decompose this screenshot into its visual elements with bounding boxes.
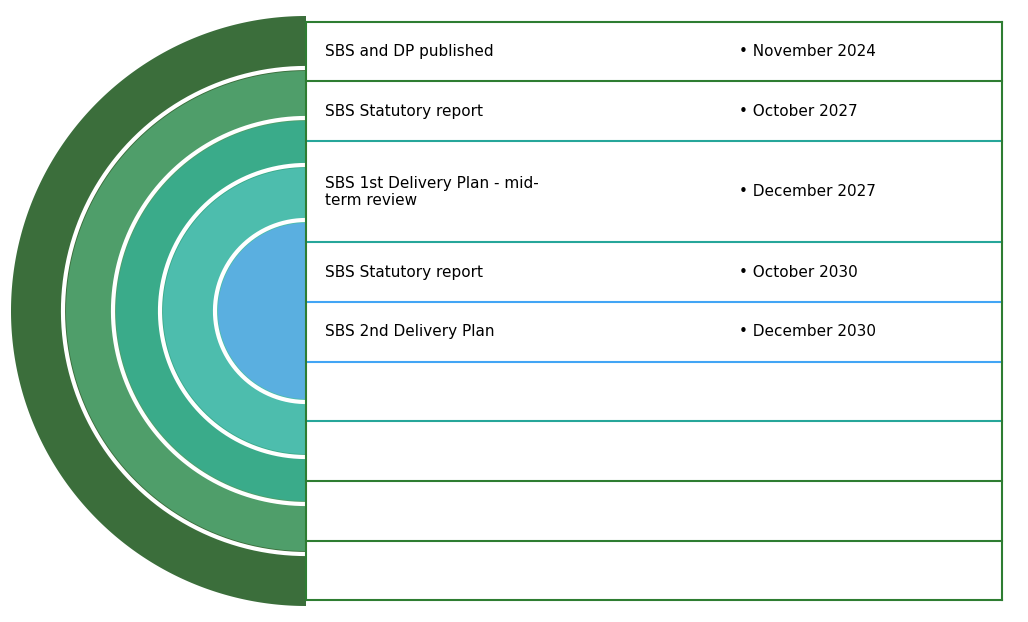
Bar	[306, 481, 1002, 541]
Bar	[306, 302, 1002, 361]
Bar	[306, 0, 1028, 622]
Bar	[306, 141, 1002, 243]
Polygon shape	[116, 121, 306, 501]
Bar	[306, 421, 1002, 481]
Polygon shape	[218, 223, 306, 399]
Bar	[306, 243, 1002, 302]
Text: SBS Statutory report: SBS Statutory report	[325, 265, 483, 280]
Text: SBS 2nd Delivery Plan: SBS 2nd Delivery Plan	[325, 324, 494, 340]
Text: • November 2024: • November 2024	[739, 44, 876, 59]
Bar	[306, 81, 1002, 141]
Text: • October 2030: • October 2030	[739, 265, 858, 280]
Polygon shape	[163, 168, 306, 454]
Text: SBS and DP published: SBS and DP published	[325, 44, 493, 59]
Text: SBS 1st Delivery Plan - mid-
term review: SBS 1st Delivery Plan - mid- term review	[325, 175, 539, 208]
Text: • December 2027: • December 2027	[739, 184, 876, 199]
Bar	[306, 541, 1002, 600]
Text: • October 2027: • October 2027	[739, 104, 858, 119]
Bar	[306, 22, 1002, 81]
Text: SBS Statutory report: SBS Statutory report	[325, 104, 483, 119]
Text: • December 2030: • December 2030	[739, 324, 876, 340]
Polygon shape	[66, 71, 306, 551]
Polygon shape	[11, 16, 306, 606]
Bar	[306, 361, 1002, 421]
